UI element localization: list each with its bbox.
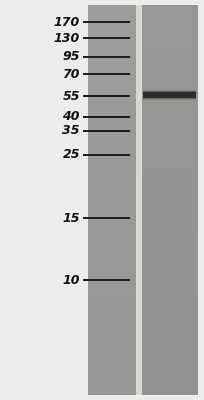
Bar — [143, 90, 196, 100]
Text: 170: 170 — [54, 16, 80, 28]
Bar — [136, 5, 142, 395]
Text: 95: 95 — [62, 50, 80, 64]
Bar — [143, 92, 196, 98]
Text: 130: 130 — [54, 32, 80, 44]
Text: 40: 40 — [62, 110, 80, 124]
Text: 15: 15 — [62, 212, 80, 224]
Text: 70: 70 — [62, 68, 80, 80]
Text: 25: 25 — [62, 148, 80, 162]
Bar — [143, 91, 196, 99]
Text: 35: 35 — [62, 124, 80, 138]
Text: 55: 55 — [62, 90, 80, 102]
Text: 10: 10 — [62, 274, 80, 286]
